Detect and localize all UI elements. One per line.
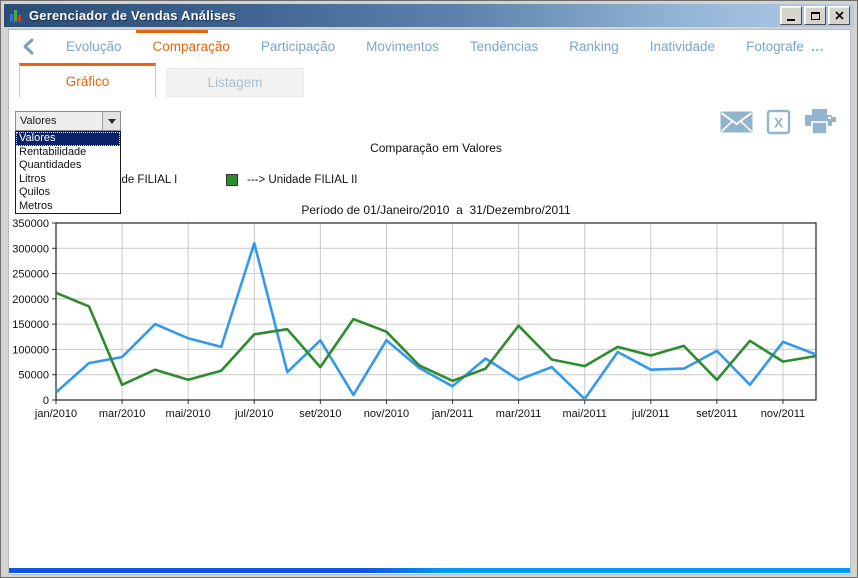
nav-item-evolucao[interactable]: Evolução xyxy=(66,39,122,54)
svg-text:X: X xyxy=(774,115,784,131)
svg-text:100000: 100000 xyxy=(12,344,49,356)
close-icon xyxy=(834,11,844,20)
chevron-down-icon xyxy=(107,119,116,128)
svg-text:set/2010: set/2010 xyxy=(299,408,341,420)
series-2-marker xyxy=(226,173,238,186)
svg-text:150000: 150000 xyxy=(12,319,49,331)
svg-text:mar/2011: mar/2011 xyxy=(496,408,542,420)
svg-text:jul/2011: jul/2011 xyxy=(631,408,670,420)
svg-text:0: 0 xyxy=(43,395,49,407)
title-bar: Gerenciador de Vendas Análises xyxy=(4,4,854,27)
app-logo-icon xyxy=(9,9,23,23)
nav-item-tendencias[interactable]: Tendências xyxy=(469,39,539,54)
nav-item-fotografe[interactable]: Fotografe xyxy=(746,39,804,54)
printer-icon[interactable] xyxy=(804,109,836,135)
back-chevron-icon[interactable] xyxy=(22,38,35,55)
dropdown-option-quantidades[interactable]: Quantidades xyxy=(19,159,82,171)
dropdown-option-quilos[interactable]: Quilos xyxy=(19,186,51,198)
nav-item-participacao[interactable]: Participação xyxy=(260,39,336,54)
svg-text:mai/2010: mai/2010 xyxy=(166,408,211,420)
bottom-accent-bar xyxy=(9,568,850,573)
svg-text:300000: 300000 xyxy=(12,243,49,255)
content-area: Evolução Comparação Participação Movimen… xyxy=(8,29,851,575)
svg-text:jan/2010: jan/2010 xyxy=(34,408,77,420)
comparison-line-chart: 0 50000 100000 150000 200000 250000 300000 3500… xyxy=(12,218,817,420)
chart-subtitle: Período de 01/Janeiro/2010 a 31/Dezembro… xyxy=(301,203,571,217)
svg-text:jul/2010: jul/2010 xyxy=(234,408,274,420)
export-toolbar: X xyxy=(720,109,836,135)
svg-text:250000: 250000 xyxy=(12,269,49,281)
close-button[interactable] xyxy=(828,6,850,25)
email-icon[interactable] xyxy=(720,111,753,133)
nav-bar: Evolução Comparação Participação Movimen… xyxy=(9,30,850,63)
combo-dropdown-button[interactable] xyxy=(102,112,120,130)
nav-item-ranking[interactable]: Ranking xyxy=(569,39,619,54)
minimize-icon xyxy=(787,18,795,21)
svg-text:350000: 350000 xyxy=(12,218,49,230)
metric-select-dropdown: Valores Rentabilidade Quantidades Litros… xyxy=(15,131,121,214)
tab-grafico[interactable]: Gráfico xyxy=(19,63,156,97)
chart-title: Comparação em Valores xyxy=(370,141,502,155)
svg-text:mar/2010: mar/2010 xyxy=(99,408,145,420)
tab-strip: Gráfico Listagem xyxy=(9,63,850,97)
nav-overflow-ellipsis[interactable]: … xyxy=(810,39,826,54)
excel-export-icon[interactable]: X xyxy=(766,109,791,135)
maximize-icon xyxy=(810,11,820,20)
minimize-button[interactable] xyxy=(780,6,802,25)
maximize-button[interactable] xyxy=(804,6,826,25)
dropdown-option-metros[interactable]: Metros xyxy=(19,199,53,212)
svg-text:nov/2010: nov/2010 xyxy=(364,408,409,420)
window-title: Gerenciador de Vendas Análises xyxy=(29,8,237,23)
tab-listagem[interactable]: Listagem xyxy=(166,68,304,97)
nav-item-inatividade[interactable]: Inatividade xyxy=(649,39,716,54)
dropdown-option-rentabilidade[interactable]: Rentabilidade xyxy=(19,145,87,158)
dropdown-option-valores[interactable]: Valores xyxy=(16,132,120,146)
svg-text:nov/2011: nov/2011 xyxy=(761,408,805,420)
dropdown-option-litros[interactable]: Litros xyxy=(19,172,46,185)
svg-text:set/2011: set/2011 xyxy=(696,408,737,420)
window-controls xyxy=(780,6,850,25)
nav-item-comparacao[interactable]: Comparação xyxy=(152,39,230,54)
nav-item-movimentos[interactable]: Movimentos xyxy=(366,39,439,54)
legend-item-filial-2: ---> Unidade FILIAL II xyxy=(226,173,357,186)
metric-select-value: Valores xyxy=(20,115,57,127)
active-nav-indicator xyxy=(136,30,208,33)
metric-select[interactable]: Valores xyxy=(15,111,121,131)
svg-text:mai/2011: mai/2011 xyxy=(562,408,606,420)
legend-label-filial-2: ---> Unidade FILIAL II xyxy=(247,173,358,186)
svg-text:50000: 50000 xyxy=(18,370,49,382)
svg-text:200000: 200000 xyxy=(12,294,49,306)
svg-text:jan/2011: jan/2011 xyxy=(431,408,473,420)
